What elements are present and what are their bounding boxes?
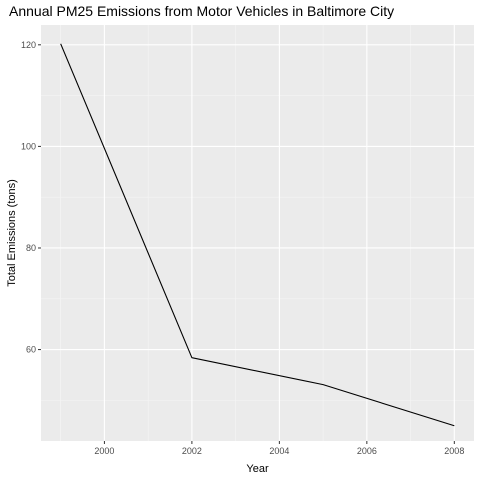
x-tick-label: 2008	[444, 446, 464, 456]
y-tick-label: 60	[26, 345, 36, 355]
series-line	[60, 43, 455, 427]
x-axis-title: Year	[246, 463, 269, 475]
x-tick-label: 2000	[94, 446, 114, 456]
plot-panel	[41, 25, 474, 441]
x-axis: 2000 2002 2004 2006 2008	[94, 441, 464, 456]
y-tick-label: 80	[26, 243, 36, 253]
data-series	[60, 43, 455, 427]
x-tick-label: 2006	[357, 446, 377, 456]
y-axis: 60 80 100 120	[21, 40, 41, 355]
y-tick-label: 120	[21, 40, 36, 50]
x-tick-label: 2004	[269, 446, 289, 456]
chart-title: Annual PM25 Emissions from Motor Vehicle…	[9, 3, 394, 19]
y-axis-title: Total Emissions (tons)	[6, 179, 18, 287]
y-tick-label: 100	[21, 141, 36, 151]
x-tick-label: 2002	[182, 446, 202, 456]
grid	[41, 25, 474, 441]
